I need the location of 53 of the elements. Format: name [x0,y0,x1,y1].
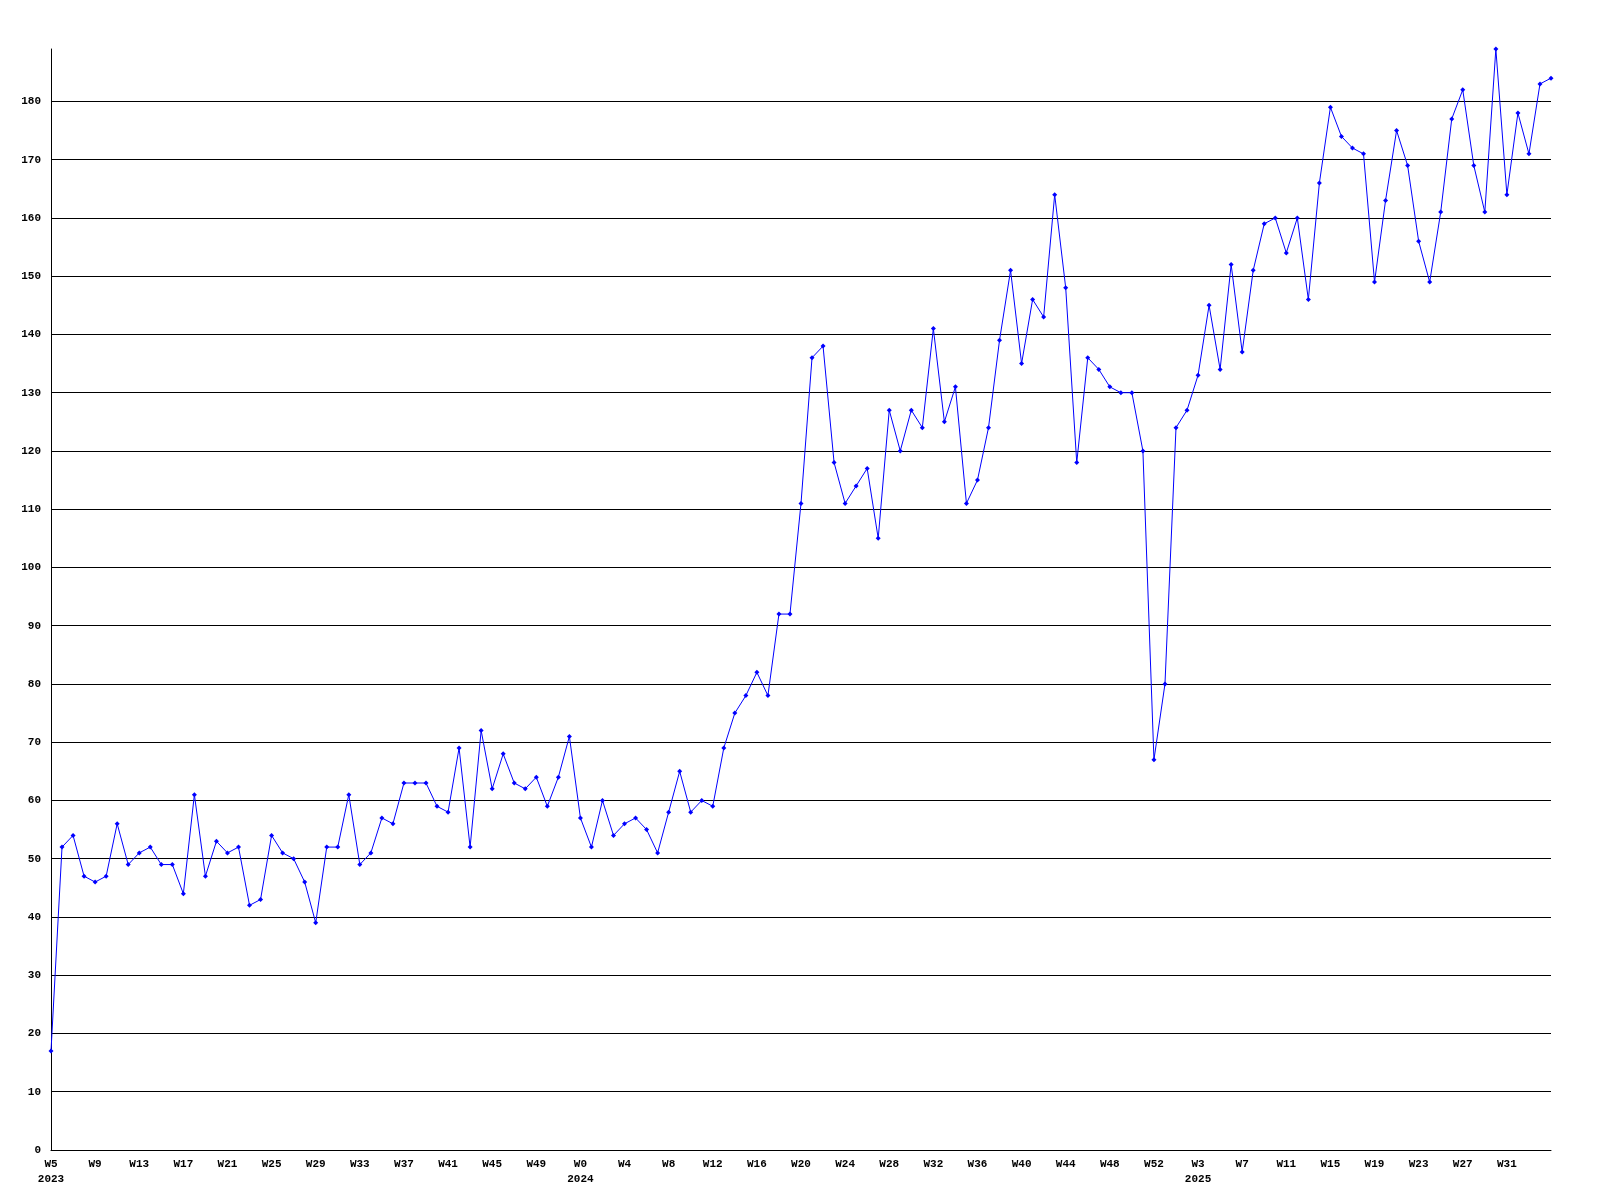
x-tick-label: W28 [879,1157,900,1170]
x-tick-label: W17 [173,1157,194,1170]
y-tick-label: 60 [27,794,41,807]
x-tick-label: W37 [394,1157,414,1170]
x-tick-label: W32 [923,1157,944,1170]
x-tick-label: W20 [791,1157,811,1170]
y-tick-label: 180 [21,95,41,108]
x-tick-label: W48 [1099,1157,1121,1170]
x-tick-label: W24 [835,1157,856,1170]
x-tick-label: W25 [261,1157,282,1170]
x-tick-label: W33 [349,1157,371,1170]
x-tick-label: W49 [526,1157,547,1170]
x-tick-label: W15 [1320,1157,1341,1170]
x-tick-label: W11 [1276,1157,1297,1170]
x-tick-label: W23 [1408,1157,1429,1170]
y-tick-label: 170 [21,153,41,166]
y-tick-label: 110 [21,503,41,516]
y-tick-label: 10 [27,1085,41,1098]
x-tick-label: W52 [1144,1157,1164,1170]
x-tick-label: W4 [617,1157,632,1170]
x-tick-label: W19 [1364,1157,1385,1170]
x-tick-label: W8 [662,1157,676,1170]
y-tick-label: 160 [21,211,41,224]
x-tick-label: W3 2025 [1184,1157,1212,1185]
x-tick-label: W29 [305,1157,326,1170]
y-tick-label: 30 [27,969,41,982]
x-tick-label: W9 [88,1157,102,1170]
y-tick-label: 140 [21,328,41,341]
x-tick-label: W45 [482,1157,503,1170]
y-tick-label: 150 [21,270,41,283]
y-tick-label: 130 [21,386,41,399]
x-tick-label: W27 [1452,1157,1473,1170]
y-tick-label: 50 [27,852,41,865]
x-tick-label: W13 [129,1157,150,1170]
y-tick-label: 120 [21,444,41,457]
x-tick-label: W44 [1055,1157,1076,1170]
x-tick-label: W36 [967,1157,988,1170]
x-tick-label: W40 [1011,1157,1032,1170]
x-tick-label: W21 [217,1157,238,1170]
y-tick-label: 100 [21,561,41,574]
x-tick-label: W41 [438,1157,459,1170]
y-tick-label: 90 [27,619,41,632]
y-tick-label: 70 [27,736,41,749]
x-tick-label: W16 [746,1157,767,1170]
y-tick-label: 0 [34,1144,41,1156]
y-tick-label: 20 [27,1027,41,1040]
x-tick-label: W7 [1235,1157,1249,1170]
x-tick-label: W12 [702,1157,723,1170]
y-tick-label: 40 [27,910,41,923]
x-tick-label: W0 2024 [567,1157,595,1185]
y-tick-label: 80 [27,677,41,690]
x-tick-label: W5 2023 [37,1157,65,1185]
x-tick-label: W31 [1496,1157,1518,1170]
